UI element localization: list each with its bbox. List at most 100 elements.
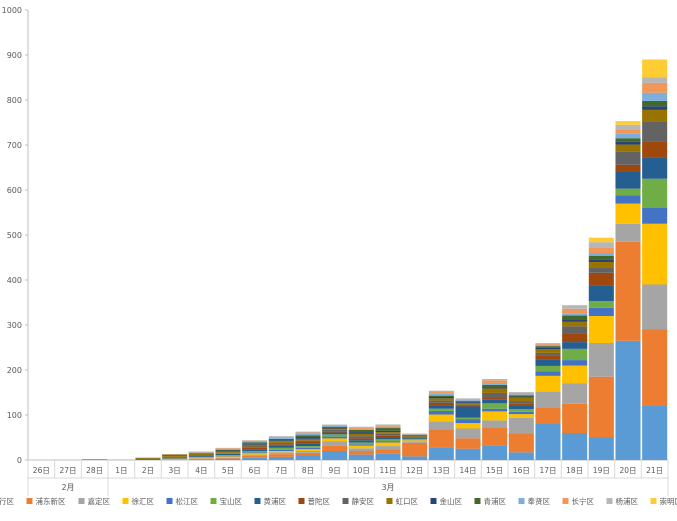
bar-segment <box>642 285 667 330</box>
bar-segment <box>375 428 400 431</box>
bar-segment <box>642 60 667 78</box>
bar-segment <box>509 406 534 410</box>
bar-segment <box>269 450 294 451</box>
bar-segment <box>322 438 347 441</box>
bar-segment <box>509 397 534 398</box>
bar-segment <box>455 398 480 399</box>
x-group-label: 3月 <box>381 483 394 492</box>
bar-segment <box>642 78 667 83</box>
bar-segment <box>189 459 214 460</box>
legend-label: 普陀区 <box>308 496 331 506</box>
bar-segment <box>482 403 507 408</box>
bar-segment <box>295 443 320 446</box>
bar-segment <box>295 449 320 451</box>
bar-segment <box>615 121 640 125</box>
x-tick-label: 18日 <box>566 466 583 475</box>
x-tick-label: 12日 <box>406 466 423 475</box>
bar-segment <box>429 396 454 397</box>
bar-segment <box>349 448 374 451</box>
bar-segment <box>535 348 560 349</box>
legend-swatch <box>211 498 217 504</box>
bar-segment <box>269 443 294 444</box>
bar-segment <box>242 451 267 452</box>
bar-segment <box>295 433 320 434</box>
bar-segment <box>242 442 267 443</box>
x-tick-label: 16日 <box>513 466 530 475</box>
bar-segment <box>589 262 614 267</box>
bar-segment <box>615 242 640 341</box>
bar-segment <box>642 101 667 106</box>
bar-segment <box>375 436 400 437</box>
y-tick-label: 900 <box>7 51 22 60</box>
bar-segment <box>215 456 240 457</box>
bar-segment <box>482 400 507 404</box>
bar-segment <box>562 349 587 360</box>
bar-segment <box>589 308 614 316</box>
bar-segment <box>615 189 640 196</box>
bar-segment <box>482 380 507 383</box>
bar-segment <box>322 437 347 439</box>
legend-swatch <box>123 498 129 504</box>
x-tick-label: 13日 <box>433 466 450 475</box>
legend-label: 青浦区 <box>484 496 507 506</box>
bar-segment <box>482 383 507 385</box>
bar-segment <box>349 436 374 438</box>
legend-label: 静安区 <box>352 496 375 506</box>
bar-segment <box>349 427 374 428</box>
bar-segment <box>535 356 560 360</box>
bar-segment <box>429 397 454 398</box>
bar-segment <box>295 441 320 442</box>
bar-segment <box>455 449 480 460</box>
bar-segment <box>402 435 427 436</box>
bar-segment <box>589 273 614 286</box>
bar-segment <box>615 138 640 142</box>
bar-segment <box>269 438 294 439</box>
x-tick-label: 11日 <box>379 466 396 475</box>
x-tick-label: 15日 <box>486 466 503 475</box>
bars <box>82 60 667 461</box>
bar-segment <box>269 454 294 457</box>
bar-segment <box>482 393 507 398</box>
bar-segment <box>349 455 374 460</box>
bar-segment <box>455 423 480 428</box>
bar-segment <box>535 344 560 345</box>
bar-segment <box>349 432 374 434</box>
legend-swatch <box>255 498 261 504</box>
bar-segment <box>589 267 614 272</box>
bar-segment <box>215 458 240 459</box>
bar-segment <box>295 442 320 443</box>
bar-segment <box>509 412 534 414</box>
bar-segment <box>642 406 667 460</box>
bar-segment <box>322 430 347 431</box>
bar-segment <box>269 437 294 438</box>
bar-segment <box>189 454 214 455</box>
bar-segment <box>509 392 534 393</box>
bar-segment <box>562 404 587 433</box>
bar-segment <box>295 448 320 449</box>
bar-segment <box>349 428 374 429</box>
bar-segment <box>429 391 454 392</box>
bar-segment <box>589 248 614 253</box>
bar-segment <box>295 453 320 456</box>
bar-segment <box>535 366 560 371</box>
y-tick-label: 500 <box>7 231 22 240</box>
bar-segment <box>562 333 587 342</box>
bar-segment <box>349 429 374 430</box>
bar-segment <box>562 313 587 315</box>
bar-segment <box>562 360 587 365</box>
bar-segment <box>589 301 614 308</box>
bar-segment <box>242 455 267 456</box>
bar-segment <box>562 433 587 460</box>
legend-label: 虹口区 <box>396 497 419 506</box>
bar-segment <box>349 442 374 444</box>
bar-segment <box>455 406 480 417</box>
bar-segment <box>615 341 640 460</box>
bar-segment <box>269 441 294 443</box>
bar-segment <box>535 423 560 460</box>
bar-segment <box>509 401 534 403</box>
bar-segment <box>322 446 347 451</box>
bar-segment <box>509 395 534 396</box>
x-tick-label: 10日 <box>353 466 370 475</box>
bar-segment <box>242 448 267 449</box>
